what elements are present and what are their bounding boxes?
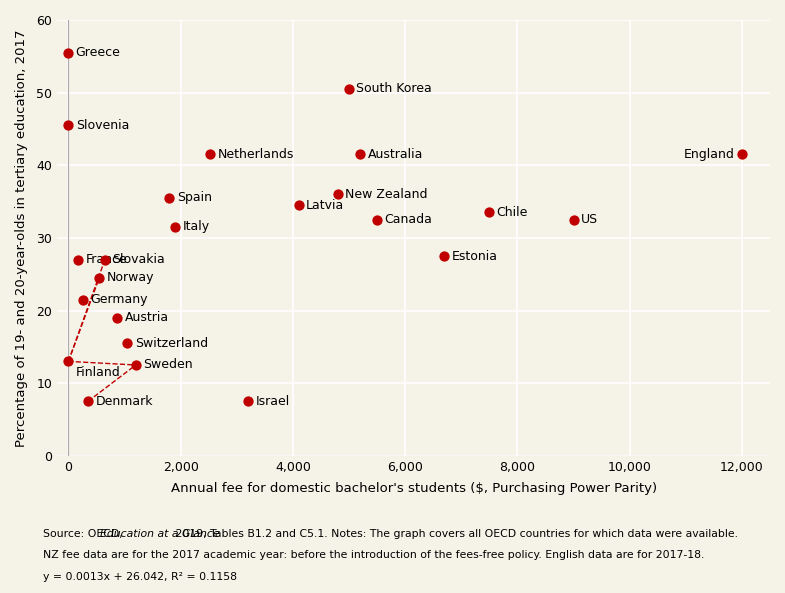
Point — [483, 208, 495, 217]
Point — [169, 222, 181, 232]
Text: Greece: Greece — [75, 46, 121, 59]
Text: US: US — [581, 213, 598, 227]
Point — [82, 397, 94, 406]
Point — [242, 397, 254, 406]
Text: 2019, Tables B1.2 and C5.1. Notes: The graph covers all OECD countries for which: 2019, Tables B1.2 and C5.1. Notes: The g… — [172, 529, 738, 539]
Text: Estonia: Estonia — [451, 250, 498, 263]
Text: Finland: Finland — [75, 366, 120, 379]
Text: Austria: Austria — [125, 311, 169, 324]
Point — [438, 251, 451, 261]
Text: Spain: Spain — [177, 192, 212, 205]
Text: Germany: Germany — [90, 293, 148, 306]
Point — [121, 339, 133, 348]
Y-axis label: Percentage of 19- and 20-year-olds in tertiary education, 2017: Percentage of 19- and 20-year-olds in te… — [15, 29, 28, 447]
Text: Source: OECD,: Source: OECD, — [43, 529, 126, 539]
Text: England: England — [684, 148, 735, 161]
Point — [71, 255, 84, 264]
Point — [354, 149, 367, 159]
Text: New Zealand: New Zealand — [345, 188, 428, 201]
Text: Australia: Australia — [367, 148, 423, 161]
Point — [292, 200, 305, 210]
Text: Switzerland: Switzerland — [135, 337, 208, 350]
Text: Norway: Norway — [107, 272, 154, 284]
Text: Denmark: Denmark — [95, 395, 153, 408]
Text: Netherlands: Netherlands — [217, 148, 294, 161]
Text: Slovakia: Slovakia — [112, 253, 165, 266]
Point — [130, 361, 142, 370]
Text: France: France — [86, 253, 127, 266]
Point — [371, 215, 383, 225]
Point — [204, 149, 217, 159]
Point — [111, 313, 123, 323]
X-axis label: Annual fee for domestic bachelor's students ($, Purchasing Power Parity): Annual fee for domestic bachelor's stude… — [170, 482, 657, 495]
Point — [62, 356, 75, 366]
Text: NZ fee data are for the 2017 academic year: before the introduction of the fees-: NZ fee data are for the 2017 academic ye… — [43, 550, 705, 560]
Text: South Korea: South Korea — [356, 82, 432, 95]
Point — [568, 215, 580, 225]
Text: Italy: Italy — [182, 221, 210, 234]
Text: Sweden: Sweden — [143, 359, 192, 371]
Text: Israel: Israel — [255, 395, 290, 408]
Text: Chile: Chile — [497, 206, 528, 219]
Point — [93, 273, 105, 283]
Point — [331, 190, 344, 199]
Point — [77, 295, 89, 304]
Point — [99, 255, 111, 264]
Point — [343, 84, 356, 94]
Point — [62, 48, 75, 58]
Text: Education at a Glance: Education at a Glance — [100, 529, 219, 539]
Point — [62, 120, 75, 130]
Point — [736, 149, 748, 159]
Point — [163, 193, 176, 203]
Text: Slovenia: Slovenia — [75, 119, 129, 132]
Text: y = 0.0013x + 26.042, R² = 0.1158: y = 0.0013x + 26.042, R² = 0.1158 — [43, 572, 237, 582]
Text: Latvia: Latvia — [306, 199, 344, 212]
Text: Canada: Canada — [385, 213, 433, 227]
